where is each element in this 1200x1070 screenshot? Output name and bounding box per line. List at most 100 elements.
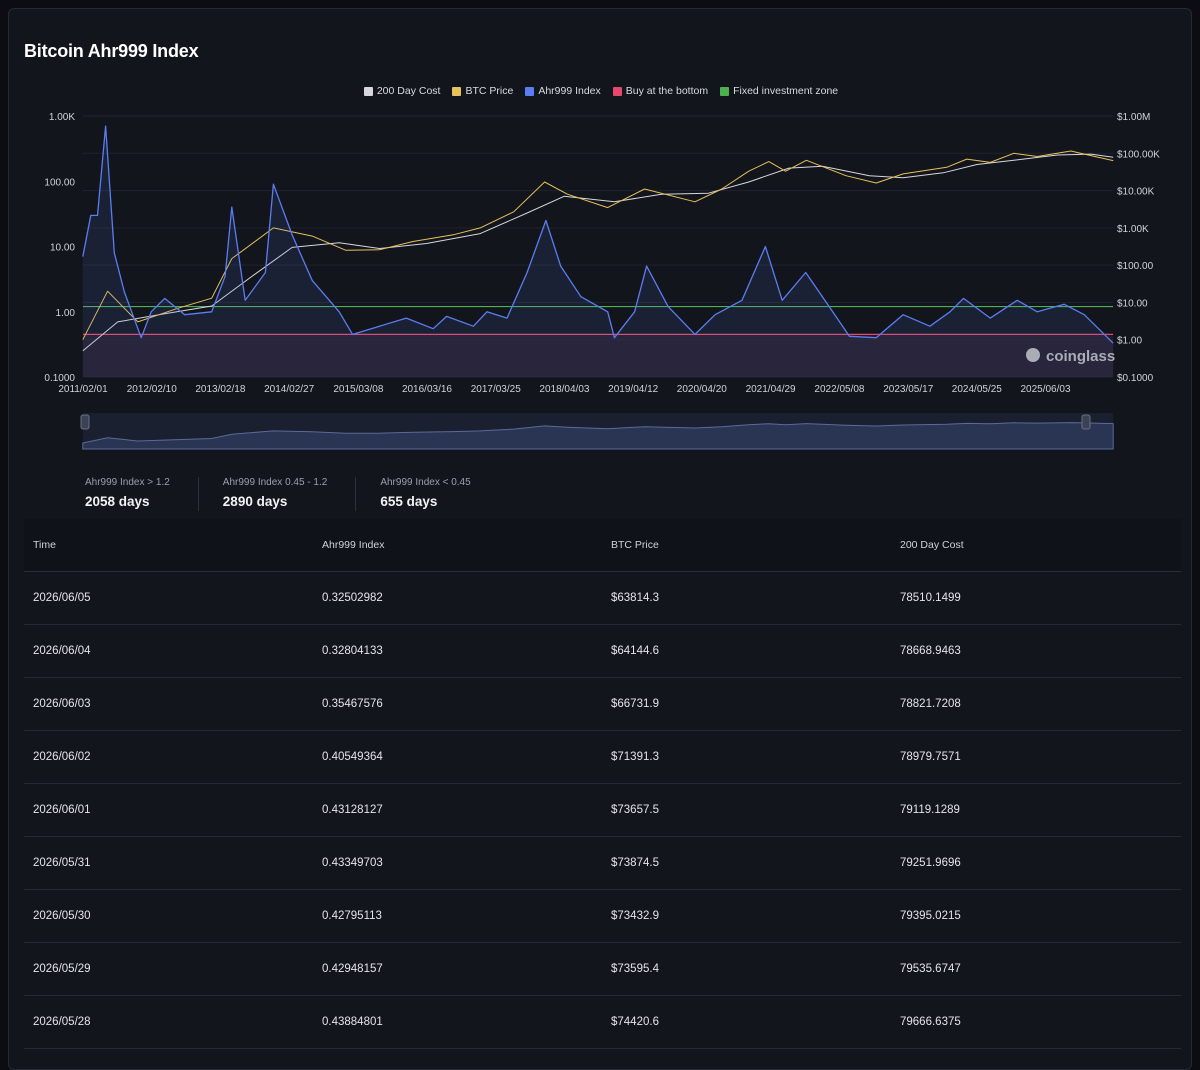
x-axis: 2011/02/01 2012/02/10 2013/02/18 2014/02/27… bbox=[58, 384, 1071, 395]
table-row[interactable]: 2026/05/28 0.43884801 $74420.6 79666.6375 bbox=[24, 996, 1181, 1049]
table-cell: 0.42795113 bbox=[322, 910, 382, 922]
column-header-btc-price[interactable]: BTC Price bbox=[611, 539, 659, 551]
x-tick-label: 2019/04/12 bbox=[608, 384, 658, 395]
stat-value: 2058 days bbox=[85, 494, 150, 509]
x-tick-label: 2024/05/25 bbox=[952, 384, 1002, 395]
y-right-tick-label: $100.00 bbox=[1117, 261, 1154, 272]
x-tick-label: 2021/04/29 bbox=[746, 384, 796, 395]
table-row[interactable]: 2026/06/04 0.32804133 $64144.6 78668.9463 bbox=[24, 625, 1181, 678]
watermark: coinglass bbox=[1026, 348, 1115, 365]
watermark-text: coinglass bbox=[1046, 348, 1115, 365]
legend-swatch bbox=[452, 86, 462, 96]
navigator-area bbox=[82, 422, 1114, 450]
table-cell: $66731.9 bbox=[611, 698, 659, 710]
stat-value: 2890 days bbox=[222, 494, 288, 509]
legend-label: 200 Day Cost bbox=[376, 85, 441, 97]
stat-label: Ahr999 Index > 1.2 bbox=[85, 477, 170, 488]
table-cell: $74420.6 bbox=[611, 1016, 659, 1028]
column-header-ahr999[interactable]: Ahr999 Index bbox=[322, 539, 385, 551]
x-tick-label: 2011/02/01 bbox=[58, 384, 108, 395]
column-header-time[interactable]: Time bbox=[33, 539, 56, 551]
table-row[interactable]: 2026/06/05 0.32502982 $63814.3 78510.1499 bbox=[24, 572, 1181, 625]
legend-label: Buy at the bottom bbox=[625, 85, 709, 97]
stat-label: Ahr999 Index 0.45 - 1.2 bbox=[222, 477, 328, 488]
stat-label: Ahr999 Index < 0.45 bbox=[380, 477, 471, 488]
table-cell: 78979.7571 bbox=[900, 751, 961, 763]
table-cell: 0.32502982 bbox=[322, 592, 383, 604]
table-cell: 2026/05/29 bbox=[33, 963, 91, 975]
table-cell: 2026/05/28 bbox=[33, 1016, 91, 1028]
table-cell: 2026/06/01 bbox=[33, 804, 91, 816]
y-left-tick-label: 1.00K bbox=[49, 112, 75, 123]
series-layer bbox=[82, 125, 1114, 377]
y-right-tick-label: $1.00 bbox=[1117, 336, 1142, 347]
x-tick-label: 2016/03/16 bbox=[402, 384, 452, 395]
navigator-handle-left[interactable] bbox=[80, 414, 90, 430]
x-tick-label: 2017/03/25 bbox=[471, 384, 521, 395]
table-row[interactable]: 2026/05/31 0.43349703 $73874.5 79251.9696 bbox=[24, 837, 1181, 890]
table-cell: $71391.3 bbox=[611, 751, 659, 763]
legend-item-200-day-cost[interactable]: 200 Day Cost bbox=[363, 85, 441, 97]
column-header-200-day-cost[interactable]: 200 Day Cost bbox=[900, 539, 964, 551]
y-left-tick-label: 0.1000 bbox=[44, 373, 75, 384]
navigator-handle-right[interactable] bbox=[1081, 414, 1091, 430]
stat-between: Ahr999 Index 0.45 - 1.2 2890 days bbox=[223, 477, 357, 511]
table-row[interactable]: 2026/05/270.45615193$7590179797.441 bbox=[24, 1049, 1181, 1069]
x-tick-label: 2020/04/20 bbox=[677, 384, 727, 395]
chart-card: Bitcoin Ahr999 Index 200 Day Cost BTC Pr… bbox=[8, 8, 1192, 1070]
table-cell: $73874.5 bbox=[611, 857, 659, 869]
table-cell: 79119.1289 bbox=[900, 804, 960, 816]
legend-item-ahr999-index[interactable]: Ahr999 Index bbox=[525, 85, 601, 97]
legend-label: Fixed investment zone bbox=[733, 85, 839, 97]
table-row[interactable]: 2026/06/03 0.35467576 $66731.9 78821.7208 bbox=[24, 678, 1181, 731]
y-right-tick-label: $10.00K bbox=[1117, 187, 1155, 198]
x-tick-label: 2012/02/10 bbox=[127, 384, 177, 395]
table-cell: 78510.1499 bbox=[900, 592, 961, 604]
y-left-axis: 0.1000 1.00 10.00 100.00 1.00K bbox=[44, 112, 75, 384]
table-cell: $73595.4 bbox=[611, 963, 659, 975]
y-right-tick-label: $1.00K bbox=[1117, 224, 1149, 235]
y-right-tick-label: $0.1000 bbox=[1117, 373, 1154, 384]
legend-label: Ahr999 Index bbox=[538, 85, 601, 97]
table-cell: 0.35467576 bbox=[322, 698, 383, 710]
table-cell: 0.42948157 bbox=[322, 963, 383, 975]
chart-legend: 200 Day Cost BTC Price Ahr999 Index Buy … bbox=[9, 85, 1191, 97]
table-cell: 0.32804133 bbox=[322, 645, 383, 657]
stat-below-0-45: Ahr999 Index < 0.45 655 days bbox=[380, 477, 498, 511]
data-table: Time Ahr999 Index BTC Price 200 Day Cost… bbox=[24, 519, 1181, 1069]
series-line-ahr999-index bbox=[82, 125, 1114, 344]
legend-swatch bbox=[525, 86, 535, 96]
table-cell: 0.43349703 bbox=[322, 857, 383, 869]
table-cell: $64144.6 bbox=[611, 645, 659, 657]
legend-item-buy-at-bottom[interactable]: Buy at the bottom bbox=[612, 85, 709, 97]
legend-swatch bbox=[612, 86, 622, 96]
y-left-tick-label: 1.00 bbox=[56, 308, 76, 319]
table-cell: 2026/05/30 bbox=[33, 910, 91, 922]
table-cell: 78668.9463 bbox=[900, 645, 961, 657]
table-cell: 2026/05/31 bbox=[33, 857, 91, 869]
y-right-tick-label: $100.00K bbox=[1117, 149, 1160, 160]
table-row[interactable]: 2026/06/01 0.43128127 $73657.5 79119.1289 bbox=[24, 784, 1181, 837]
y-left-tick-label: 10.00 bbox=[50, 243, 75, 254]
x-tick-label: 2023/05/17 bbox=[883, 384, 933, 395]
table-row[interactable]: 2026/05/30 0.42795113 $73432.9 79395.0215 bbox=[24, 890, 1181, 943]
x-tick-label: 2025/06/03 bbox=[1020, 384, 1070, 395]
y-right-tick-label: $1.00M bbox=[1117, 112, 1150, 123]
table-cell: 0.43884801 bbox=[322, 1016, 383, 1028]
table-cell: 2026/06/03 bbox=[33, 698, 91, 710]
y-right-tick-label: $10.00 bbox=[1117, 298, 1148, 309]
table-cell: 78821.7208 bbox=[900, 698, 961, 710]
stat-value: 655 days bbox=[380, 494, 438, 509]
table-cell: 79535.6747 bbox=[900, 963, 961, 975]
series-line-btc-price bbox=[82, 150, 1114, 340]
navigator[interactable] bbox=[80, 413, 1114, 450]
table-row[interactable]: 2026/05/29 0.42948157 $73595.4 79535.6747 bbox=[24, 943, 1181, 996]
legend-item-fixed-investment-zone[interactable]: Fixed investment zone bbox=[720, 85, 838, 97]
legend-item-btc-price[interactable]: BTC Price bbox=[452, 85, 513, 97]
table-cell: $63814.3 bbox=[611, 592, 659, 604]
x-tick-label: 2018/04/03 bbox=[539, 384, 589, 395]
table-row[interactable]: 2026/06/02 0.40549364 $71391.3 78979.7571 bbox=[24, 731, 1181, 784]
table-header: Time Ahr999 Index BTC Price 200 Day Cost bbox=[24, 519, 1181, 572]
table-cell: 79666.6375 bbox=[900, 1016, 961, 1028]
ahr999-area bbox=[82, 126, 1114, 377]
